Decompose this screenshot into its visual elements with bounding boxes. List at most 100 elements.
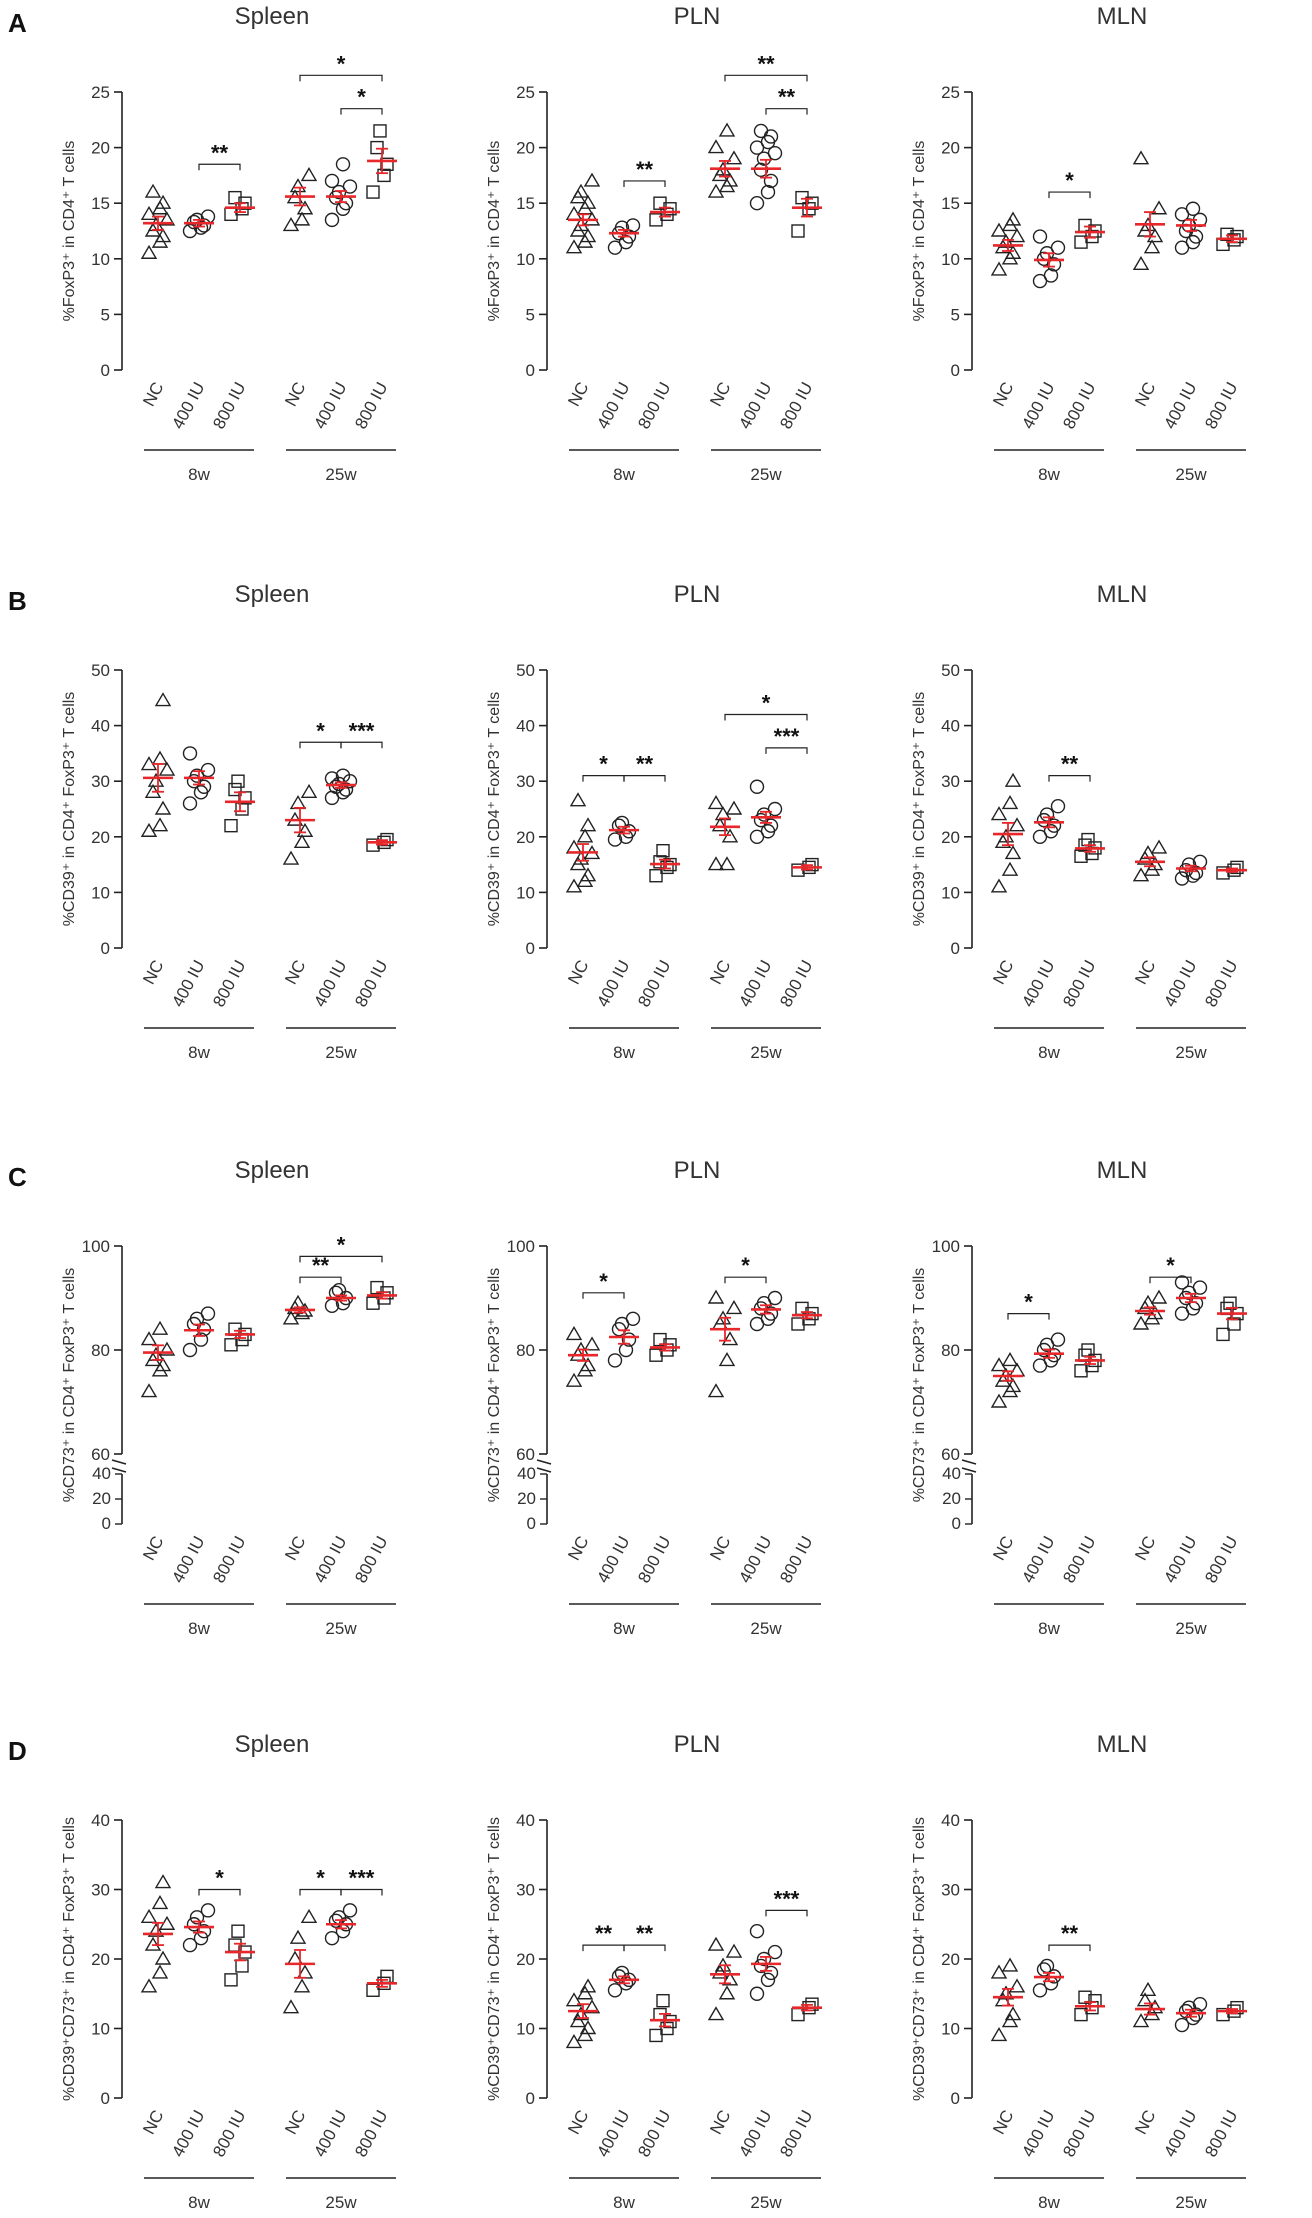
- y-tick-label: 0: [526, 2089, 535, 2108]
- data-point-triangle: [151, 750, 169, 765]
- data-point-circle: [767, 145, 783, 161]
- data-point-circle: [200, 1903, 216, 1918]
- x-category-label: 400 IU: [1018, 379, 1058, 432]
- significance-label: **: [1061, 752, 1079, 777]
- data-point-square: [1216, 866, 1230, 880]
- x-category-label: 400 IU: [1160, 957, 1200, 1010]
- data-point-circle: [1178, 2003, 1194, 2019]
- data-point-triangle: [1132, 255, 1150, 271]
- data-point-square: [649, 2028, 663, 2043]
- axis-break-mark: [111, 1467, 127, 1473]
- y-axis-label: %CD39⁺ in CD4⁺ FoxP3⁺ T cells: [61, 692, 78, 927]
- data-point-triangle: [721, 1971, 739, 1986]
- data-point-triangle: [147, 772, 165, 787]
- y-tick-label: 0: [951, 361, 960, 380]
- data-point-triangle: [1132, 1315, 1150, 1330]
- data-point-triangle: [140, 1978, 158, 1993]
- data-point-circle: [611, 818, 627, 833]
- x-category-label: NC: [281, 957, 309, 988]
- data-point-square: [380, 157, 394, 171]
- data-point-triangle: [1004, 211, 1022, 226]
- y-axis-label: %CD39⁺ in CD4⁺ FoxP3⁺ T cells: [486, 692, 503, 927]
- x-category-label: 800 IU: [634, 1533, 674, 1586]
- data-point-circle: [1050, 799, 1066, 814]
- significance-bracket: [765, 747, 808, 754]
- significance-bracket: [765, 1909, 808, 1917]
- y-tick-label: 0: [526, 361, 535, 380]
- data-point-triangle: [718, 856, 736, 871]
- data-point-triangle: [296, 200, 314, 215]
- group-label: 8w: [613, 2193, 635, 2212]
- x-category-label: 400 IU: [168, 1533, 208, 1586]
- data-point-square: [224, 1973, 238, 1987]
- data-point-square: [1216, 2007, 1230, 2022]
- y-tick-label: 0: [527, 1514, 536, 1533]
- data-point-triangle: [289, 795, 307, 810]
- group-label: 25w: [325, 465, 357, 484]
- data-point-circle: [328, 779, 344, 794]
- data-point-square: [1220, 227, 1234, 242]
- data-point-triangle: [289, 1929, 307, 1944]
- data-point-circle: [753, 1958, 769, 1974]
- data-point-triangle: [990, 261, 1008, 276]
- y-axis-label: %CD39⁺CD73⁺ in CD4⁺ FoxP3⁺ T cells: [911, 1817, 928, 2101]
- data-point-triangle: [1143, 239, 1161, 254]
- chart-C-mln: MLN 60 80 100 0 20 40 %CD73⁺ in CD4⁺ FoxP3⁺ T c…: [911, 1157, 1247, 1638]
- y-tick-label: 60: [516, 1445, 535, 1464]
- data-point-circle: [189, 1910, 205, 1925]
- significance-label: **: [636, 157, 654, 182]
- data-point-triangle: [282, 850, 300, 865]
- data-point-square: [235, 1959, 249, 1973]
- x-category-label: 800 IU: [351, 2107, 391, 2160]
- significance-bracket: [623, 180, 666, 187]
- data-point-triangle: [282, 1999, 300, 2014]
- y-tick-label: 20: [91, 139, 110, 158]
- x-category-label: NC: [139, 2107, 167, 2138]
- data-point-triangle: [151, 817, 169, 832]
- group-label: 8w: [188, 465, 210, 484]
- y-tick-label: 30: [91, 772, 110, 791]
- data-point-triangle: [1001, 1352, 1019, 1367]
- significance-bracket: [623, 775, 666, 782]
- y-axis-label: %CD73⁺ in CD4⁺ FoxP3⁺ T cells: [61, 1268, 78, 1503]
- significance-label: *: [316, 1866, 325, 1891]
- data-point-triangle: [1008, 1978, 1026, 1993]
- data-point-triangle: [158, 761, 176, 776]
- data-point-triangle: [718, 1352, 736, 1367]
- significance-bracket: [765, 108, 808, 115]
- x-category-label: NC: [706, 1533, 734, 1564]
- group-label: 25w: [325, 1043, 357, 1062]
- group-label: 8w: [1038, 1619, 1060, 1638]
- x-category-label: 800 IU: [351, 957, 391, 1010]
- significance-label: ***: [349, 1866, 375, 1891]
- chart-title: MLN: [1097, 581, 1148, 608]
- significance-bracket: [340, 108, 383, 115]
- data-point-triangle: [1001, 861, 1019, 876]
- significance-bracket: [1149, 1276, 1192, 1284]
- y-tick-label: 80: [516, 1341, 535, 1360]
- y-tick-label: 20: [516, 828, 535, 847]
- group-label: 8w: [188, 1619, 210, 1638]
- data-point-triangle: [289, 178, 307, 193]
- data-point-triangle: [1001, 2013, 1019, 2028]
- data-point-circle: [760, 184, 776, 200]
- data-point-circle: [625, 1311, 641, 1327]
- group-label: 25w: [1175, 465, 1207, 484]
- significance-label: *: [599, 752, 608, 777]
- x-category-label: NC: [281, 2107, 309, 2138]
- y-tick-label: 0: [952, 1514, 961, 1533]
- data-point-triangle: [576, 1985, 594, 2000]
- data-point-triangle: [140, 1331, 158, 1346]
- y-tick-label: 40: [942, 1464, 961, 1483]
- y-tick-label: 60: [91, 1445, 110, 1464]
- x-category-label: NC: [706, 957, 734, 988]
- group-label: 25w: [325, 2193, 357, 2212]
- significance-label: *: [1065, 168, 1074, 193]
- group-label: 25w: [1175, 1043, 1207, 1062]
- x-category-label: 400 IU: [1160, 2107, 1200, 2160]
- x-category-label: 400 IU: [1018, 957, 1058, 1010]
- data-point-triangle: [725, 150, 743, 165]
- data-point-circle: [756, 1951, 772, 1967]
- data-point-triangle: [707, 1289, 725, 1304]
- data-point-triangle: [579, 2020, 597, 2035]
